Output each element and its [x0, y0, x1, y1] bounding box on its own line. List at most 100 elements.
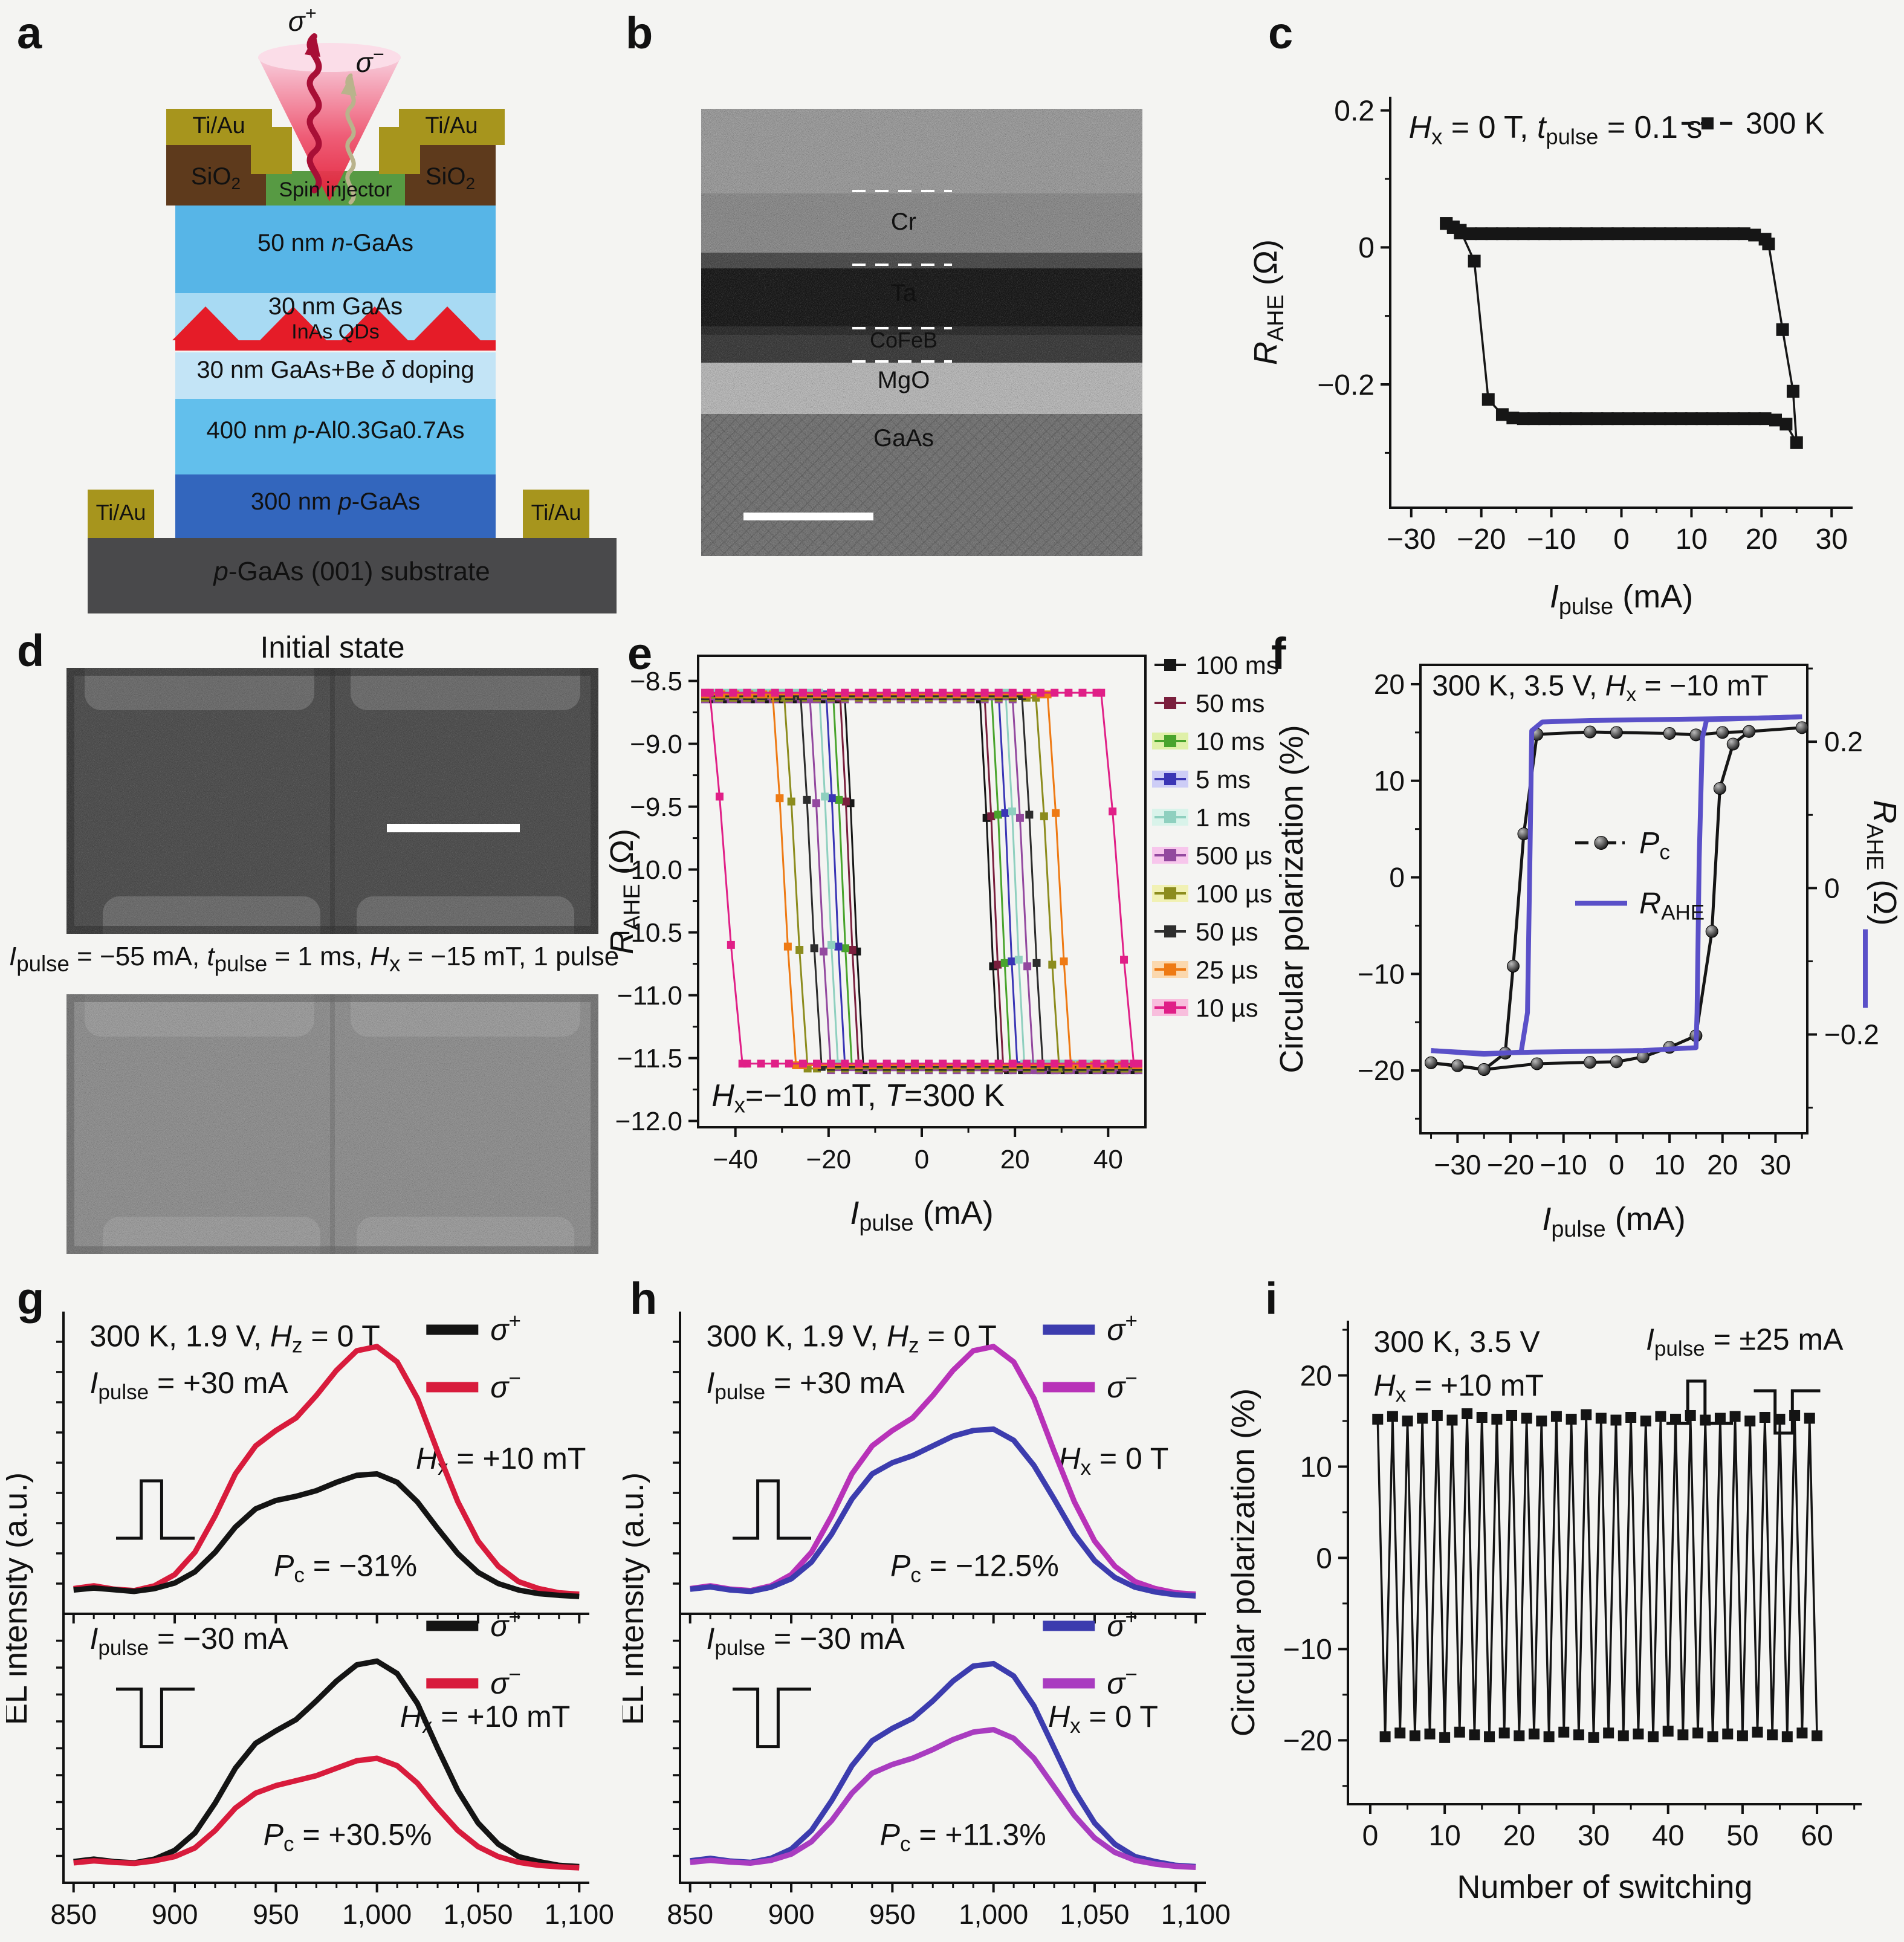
x-tick-label: −20	[806, 1145, 852, 1174]
data-point	[953, 688, 961, 697]
data-point	[813, 1060, 821, 1068]
data-point	[1476, 1412, 1488, 1423]
legend-label: 50 µs	[1196, 918, 1258, 946]
x-tick-label: 950	[869, 1898, 916, 1930]
quantum-dot	[260, 306, 326, 340]
series-line	[707, 693, 1139, 1066]
panel-d-after-pulse-image	[66, 994, 598, 1254]
data-point	[1727, 227, 1740, 241]
data-point	[1008, 957, 1016, 966]
data-point	[869, 688, 877, 697]
x-tick-label: 30	[1816, 523, 1848, 555]
legend-label: σ+	[490, 1605, 521, 1643]
annotation: 300 K, 3.5 V	[1374, 1325, 1541, 1359]
sio2-right-label: SiO2	[426, 163, 475, 193]
legend-label: σ−	[1107, 1663, 1138, 1700]
data-point	[1789, 1410, 1801, 1421]
panel-letter-f: f	[1271, 629, 1286, 679]
data-point	[1164, 887, 1176, 899]
data-point	[1573, 1729, 1584, 1741]
series-line	[705, 696, 1139, 1070]
annotation: Hx = +10 mT	[416, 1442, 586, 1480]
data-point	[855, 688, 863, 697]
annotation: Hx=−10 mT, T=300 K	[711, 1078, 1005, 1117]
data-point	[1078, 688, 1087, 697]
data-point	[1043, 690, 1052, 699]
panel-i-chart: 0 10 20 30 40 50 60 20 10 0 −10 −20 Number of switch…	[1225, 1321, 1862, 1905]
data-point	[1495, 227, 1509, 241]
data-point	[738, 1060, 746, 1068]
data-point	[1468, 254, 1481, 268]
data-point	[1748, 228, 1761, 242]
data-point	[1674, 227, 1688, 241]
data-point	[1409, 1730, 1420, 1741]
data-point	[1469, 1729, 1480, 1741]
layer-4	[175, 474, 496, 538]
data-point	[798, 1060, 807, 1068]
axes-box	[1419, 664, 1808, 1134]
panel-d-initial-state-image	[66, 668, 598, 934]
data-point	[1475, 227, 1488, 241]
data-point	[1078, 1060, 1087, 1068]
y-tick-label: 10	[1374, 765, 1405, 797]
data-point	[795, 946, 804, 954]
series-50 ms	[701, 693, 1142, 1073]
data-point	[1481, 393, 1495, 406]
data-point	[1464, 227, 1477, 241]
data-point	[1425, 1056, 1438, 1069]
x-tick-label: −40	[713, 1145, 758, 1174]
x-tick-label: 20	[1503, 1820, 1535, 1852]
panel-g-chart: 300 K, 1.9 V, Hz = 0 T Ipulse = +30 mA Hx …	[6, 1309, 614, 1930]
tem-layer-label: MgO	[878, 367, 930, 393]
data-point	[1543, 1731, 1555, 1743]
series-line	[705, 693, 1136, 1066]
data-point	[1692, 1727, 1703, 1739]
data-point	[910, 1060, 919, 1068]
data-point	[1477, 1063, 1491, 1076]
axes-box	[697, 655, 1147, 1128]
series-line	[705, 693, 1139, 1066]
data-point	[855, 1060, 863, 1068]
data-point	[967, 688, 975, 697]
annotation: Ipulse = ±25 mA	[1646, 1322, 1844, 1361]
y-tick-label: 0.2	[1334, 95, 1375, 127]
y-tick-label: 20	[1374, 668, 1405, 700]
data-point	[834, 942, 843, 951]
pulse-down-icon	[1753, 1389, 1821, 1435]
data-point	[1640, 1416, 1651, 1427]
data-point	[1506, 412, 1520, 425]
x-axis-label: Number of switching	[1457, 1869, 1752, 1905]
data-point	[1758, 412, 1772, 426]
layer-1-label: 30 nm GaAs	[268, 293, 403, 320]
data-point	[1530, 1057, 1544, 1070]
data-point	[1037, 1060, 1045, 1068]
data-point	[1120, 956, 1128, 964]
data-point	[1622, 412, 1635, 426]
x-tick-label: 900	[152, 1898, 198, 1930]
x-tick-label: 0	[915, 1145, 929, 1174]
data-point	[743, 688, 751, 697]
data-point	[1439, 1732, 1451, 1743]
data-point	[1051, 688, 1059, 697]
x-tick-label: 50	[1726, 1820, 1758, 1852]
sio2-left	[166, 145, 266, 206]
pulse-up-icon	[733, 1479, 811, 1540]
data-point	[1706, 227, 1719, 241]
data-point	[1716, 726, 1729, 739]
series-line	[705, 691, 1135, 1064]
quantum-dot	[172, 306, 239, 340]
data-point	[1164, 849, 1176, 861]
x-tick-label: 950	[253, 1898, 299, 1930]
data-point	[1484, 1731, 1495, 1743]
x-tick-label: 1,050	[443, 1898, 513, 1930]
annotation: Hx = 0 T, tpulse = 0.1 s	[1409, 110, 1703, 149]
x-tick-label: 30	[1578, 1820, 1610, 1852]
data-point	[1795, 721, 1808, 734]
el-intensity-axis-label: EL intensity (a.u.)	[6, 1472, 34, 1725]
x-tick-label: 850	[667, 1898, 713, 1930]
series-line	[1445, 222, 1795, 392]
series-sigma-plus	[73, 1471, 580, 1599]
quantum-dot	[342, 306, 408, 340]
data-point	[1790, 436, 1803, 449]
data-point	[1060, 957, 1068, 966]
